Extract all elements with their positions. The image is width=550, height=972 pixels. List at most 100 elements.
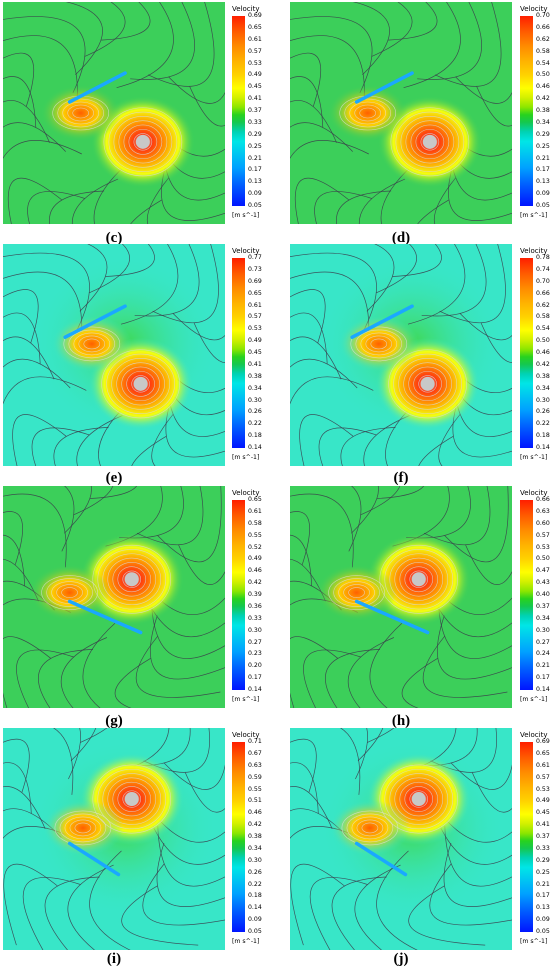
colorbar-tick-label: 0.34 [536, 384, 550, 392]
colorbar-tick-label: 0.40 [536, 591, 550, 598]
vortex-core [420, 376, 435, 391]
colorbar-tick-label: 0.30 [248, 396, 262, 404]
streamline [290, 738, 317, 793]
vortex-streamline [103, 107, 183, 177]
velocity-contour-plot [3, 486, 225, 708]
streamline [3, 786, 46, 829]
flat-plate [67, 599, 143, 635]
vortex-streamline [365, 335, 393, 353]
streamline [392, 244, 442, 277]
streamline [476, 86, 512, 127]
secondary-vortex [329, 799, 410, 856]
colorbar-tick-label: 0.61 [248, 507, 262, 515]
colorbar-tick-label: 0.21 [536, 154, 550, 162]
vortex-streamline [118, 120, 168, 164]
colorbar [232, 258, 245, 448]
streamline [130, 2, 195, 80]
vortex-streamline [92, 544, 172, 614]
streamline [105, 244, 155, 277]
streamline [290, 511, 310, 565]
vortex-streamline [101, 349, 180, 419]
vortex-streamline [328, 575, 385, 610]
colorbar-tick-label: 0.58 [248, 519, 262, 527]
streamline [417, 199, 449, 224]
colorbar-title: Velocity [232, 731, 260, 739]
streamline [290, 312, 328, 364]
colorbar [520, 16, 533, 206]
secondary-vortex [327, 85, 408, 141]
colorbar-tick-label: 0.61 [536, 761, 550, 769]
secondary-vortex [51, 315, 132, 372]
streamlines [290, 2, 512, 224]
colorbar-tick-label: 0.53 [248, 59, 262, 67]
streamline [163, 762, 225, 790]
colorbar-tick-label: 0.25 [248, 142, 262, 150]
vortex-streamline [112, 562, 152, 597]
streamline [12, 414, 67, 466]
streamline [73, 486, 114, 516]
vortex-streamline [72, 107, 89, 119]
colorbar-tick-label: 0.37 [536, 602, 550, 610]
colorbar-tick-label: 0.14 [248, 444, 262, 451]
streamline [89, 244, 130, 294]
panel-label: (f) [393, 470, 409, 486]
colorbar-tick-label: 0.30 [536, 396, 550, 404]
vortex-streamline [113, 116, 173, 168]
colorbar-tick-label: 0.52 [248, 543, 262, 551]
vortex-streamline [106, 353, 175, 414]
vortex-streamline [356, 819, 384, 837]
streamline [121, 885, 199, 946]
vortex-streamline [74, 822, 92, 834]
streamline [156, 843, 225, 907]
colorbar-tick-label: 0.38 [536, 107, 550, 114]
colorbar-tick-label: 0.37 [248, 107, 262, 114]
colorbar-tick-label: 0.17 [536, 674, 550, 682]
colorbar-tick-label: 0.51 [248, 797, 262, 805]
streamline [22, 877, 81, 950]
secondary-vortex [338, 315, 419, 372]
colorbar-tick-label: 0.26 [248, 408, 262, 416]
velocity-contour-plot [290, 486, 512, 708]
streamline [421, 244, 487, 317]
colorbar-tick-label: 0.42 [248, 821, 262, 829]
colorbar-tick-label: 0.41 [248, 360, 262, 368]
streamline [290, 762, 319, 814]
streamline [27, 191, 85, 224]
colorbar-tick-label: 0.65 [248, 23, 262, 31]
colorbar-tick-label: 0.42 [536, 360, 550, 368]
streamline [193, 322, 225, 363]
vortex-streamline [379, 764, 459, 834]
flat-plate [67, 841, 121, 877]
streamline [366, 244, 395, 312]
colorbar [520, 742, 533, 932]
vortex-streamline [121, 366, 160, 402]
streamline [157, 825, 225, 887]
vortex-streamline [123, 124, 163, 160]
secondary-vortex [29, 564, 110, 621]
streamline [3, 738, 30, 793]
streamline [290, 252, 377, 330]
vortex-core [422, 134, 437, 149]
colorbar-tick-label: 0.18 [248, 892, 262, 900]
colorbar-tick-label: 0.45 [248, 83, 262, 91]
colorbar-tick-label: 0.70 [536, 277, 550, 285]
streamline [325, 649, 381, 708]
streamline [352, 2, 390, 76]
streamline [134, 244, 200, 317]
streamline [318, 427, 377, 466]
colorbar-tick-label: 0.17 [536, 166, 550, 174]
colorbar-tick-label: 0.63 [536, 507, 550, 515]
streamline [90, 486, 137, 499]
colorbar-tick-label: 0.46 [536, 349, 550, 356]
streamline [290, 122, 353, 152]
streamline [3, 100, 50, 143]
vortex-streamline [83, 338, 101, 350]
vortex-streamline [408, 366, 447, 402]
streamline [371, 2, 413, 57]
flat-plate [354, 71, 414, 104]
colorbar-tick-label: 0.21 [536, 662, 550, 670]
colorbar-tick-label: 0.77 [248, 254, 262, 261]
panel-label: (c) [105, 230, 123, 246]
vortex-streamline [78, 335, 106, 353]
colorbar-tick-label: 0.14 [248, 904, 262, 912]
